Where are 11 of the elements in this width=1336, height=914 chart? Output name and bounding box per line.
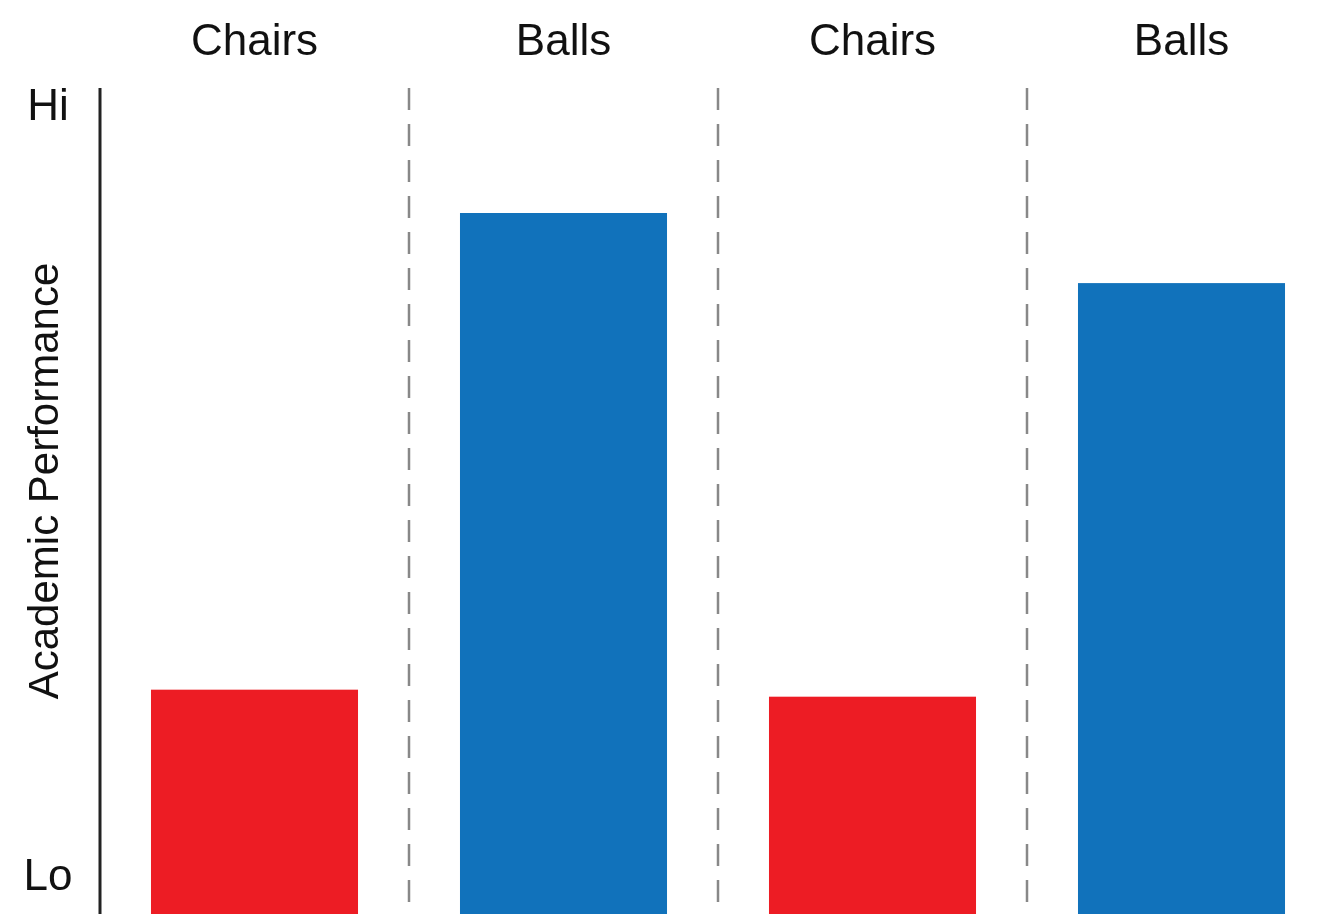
bar [459,213,668,914]
x-tick-label: Chairs [808,15,937,64]
text: Lo [23,850,73,900]
y-axis-title: Academic Performance [20,262,67,700]
x-tick-label: Chairs [190,15,319,64]
bar [150,689,359,914]
x-tick-label: Balls [515,15,612,64]
bar [768,696,977,914]
x-tick-label: Balls [1133,15,1230,64]
text: Hi [27,80,69,130]
bar [1077,283,1286,914]
